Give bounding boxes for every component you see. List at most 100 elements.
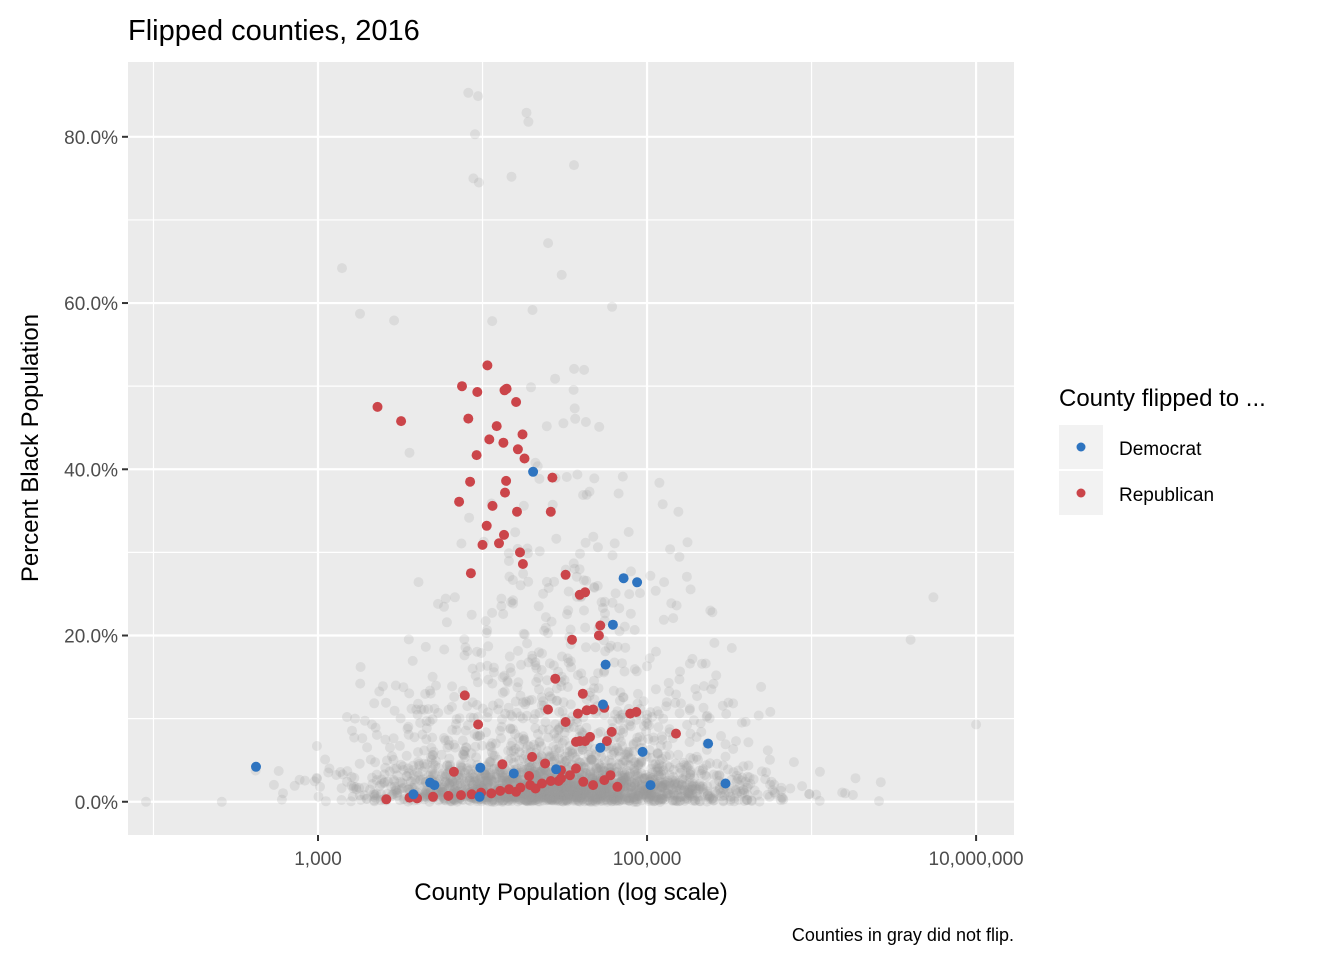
not-flipped-point [642,772,653,783]
not-flipped-point [505,667,516,678]
not-flipped-point [348,783,359,794]
not-flipped-point [413,747,423,758]
not-flipped-point [631,666,642,677]
not-flipped-point [546,792,557,802]
not-flipped-point [595,794,606,805]
not-flipped-point [579,784,590,795]
not-flipped-point [447,681,458,692]
not-flipped-point [662,775,673,786]
not-flipped-point [564,789,575,800]
not-flipped-point [440,769,451,780]
not-flipped-point [549,728,560,739]
not-flipped-point [424,685,435,696]
not-flipped-point [457,762,468,773]
not-flipped-point [472,677,483,688]
not-flipped-point [374,686,385,697]
not-flipped-point [673,792,683,803]
not-flipped-point [603,788,614,799]
not-flipped-point [575,789,586,800]
not-flipped-point [638,696,649,707]
not-flipped-point [587,790,598,801]
not-flipped-point [485,741,496,751]
republican-point [477,539,488,550]
not-flipped-point [404,768,414,779]
not-flipped-point [684,737,695,748]
not-flipped-point [447,775,458,786]
not-flipped-point [544,791,554,802]
not-flipped-point [320,796,331,807]
not-flipped-point [482,707,493,718]
not-flipped-point [577,790,588,801]
not-flipped-point [508,776,519,787]
not-flipped-point [216,796,227,807]
not-flipped-point [487,678,498,689]
not-flipped-point [315,781,325,792]
not-flipped-point [671,795,682,806]
not-flipped-point [678,757,689,768]
not-flipped-point [609,791,620,802]
not-flipped-point [567,783,578,794]
republican-point [515,547,525,558]
not-flipped-point [512,796,523,807]
not-flipped-point [614,796,625,806]
not-flipped-point [472,731,483,742]
not-flipped-point [688,753,699,764]
not-flipped-point [369,792,380,802]
not-flipped-point [604,790,615,801]
not-flipped-point [595,765,606,776]
not-flipped-point [569,403,580,414]
not-flipped-point [682,794,693,805]
not-flipped-point [777,793,788,803]
not-flipped-point [354,782,365,793]
not-flipped-point [449,592,460,603]
not-flipped-point [527,653,538,664]
not-flipped-point [655,766,666,777]
democrat-point [429,780,440,791]
not-flipped-point [531,677,542,687]
republican-point [465,476,476,487]
not-flipped-point [629,792,640,803]
not-flipped-point [594,762,605,773]
not-flipped-point [585,772,596,783]
not-flipped-point [495,793,506,804]
not-flipped-point [571,785,582,796]
not-flipped-point [498,609,509,619]
not-flipped-point [685,788,696,799]
not-flipped-point [671,786,682,797]
not-flipped-point [578,490,589,500]
not-flipped-point [702,796,712,807]
not-flipped-point [486,747,497,758]
not-flipped-point [493,698,504,709]
not-flipped-point [579,788,589,799]
not-flipped-point [542,794,553,805]
not-flipped-point [648,732,659,743]
not-flipped-point [621,778,632,789]
not-flipped-point [599,785,610,795]
not-flipped-point [395,795,405,806]
not-flipped-point [596,597,607,608]
not-flipped-point [401,771,412,782]
not-flipped-point [389,776,400,787]
not-flipped-point [569,563,580,574]
not-flipped-point [554,746,565,757]
not-flipped-point [449,691,460,702]
not-flipped-point [584,486,595,497]
not-flipped-point [638,789,649,800]
not-flipped-point [553,786,564,797]
not-flipped-point [685,769,696,780]
not-flipped-point [500,772,511,783]
not-flipped-point [382,755,392,766]
not-flipped-point [420,641,431,652]
not-flipped-point [497,775,508,786]
not-flipped-point [512,682,523,693]
not-flipped-point [570,794,581,805]
not-flipped-point [776,785,787,796]
not-flipped-point [552,695,563,706]
not-flipped-point [554,753,565,764]
not-flipped-point [676,791,687,802]
not-flipped-point [730,784,741,795]
not-flipped-point [652,764,663,775]
not-flipped-point [746,795,757,806]
not-flipped-point [470,776,481,787]
not-flipped-point [643,734,654,745]
